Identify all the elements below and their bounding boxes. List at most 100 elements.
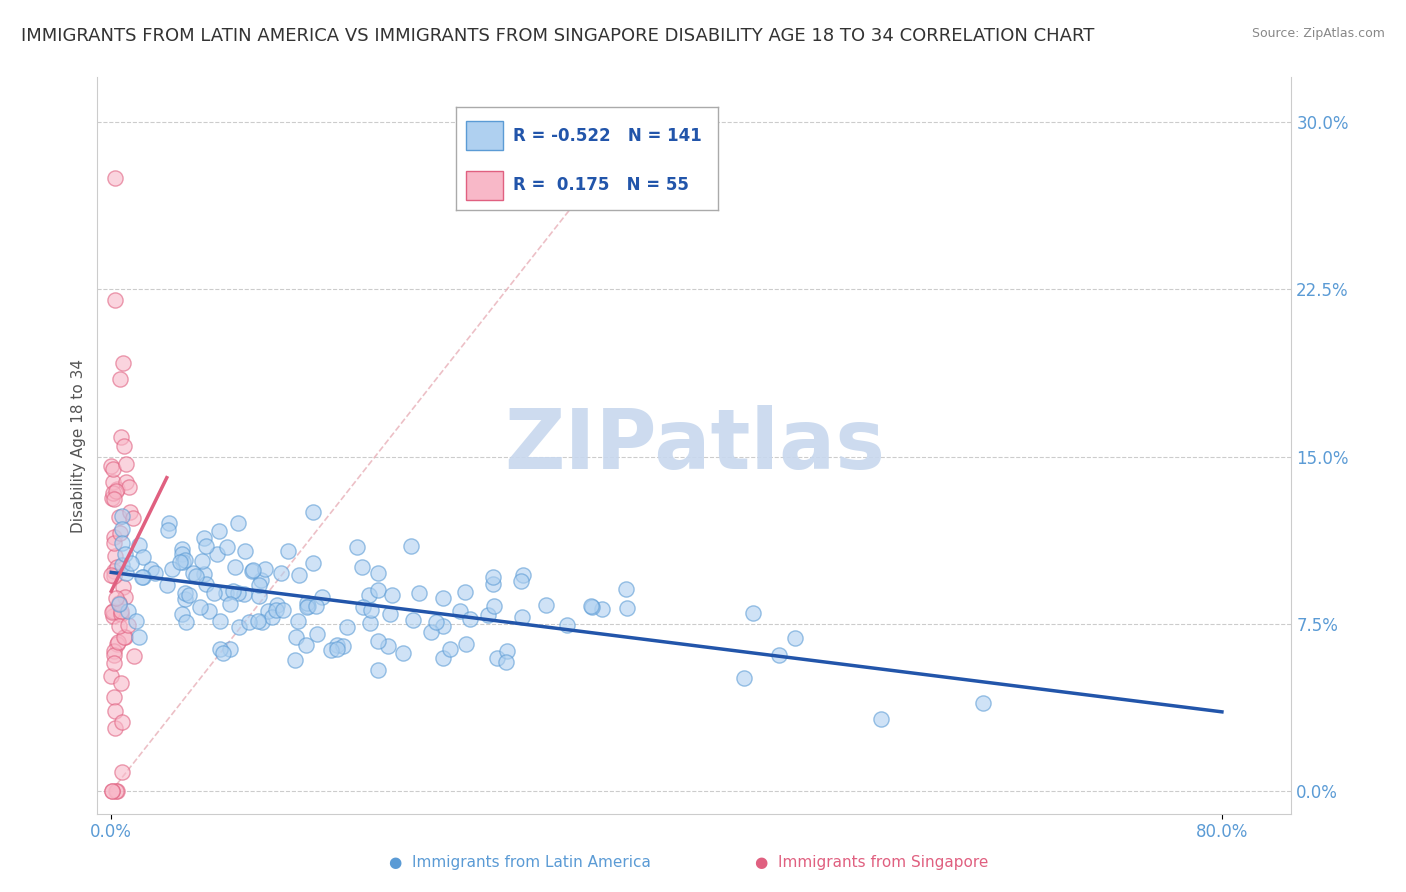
Point <box>174 615 197 630</box>
Point <box>870 712 893 726</box>
Point <box>104 721 127 735</box>
Point <box>115 457 138 471</box>
Point <box>510 609 533 624</box>
Point <box>101 475 124 490</box>
Point <box>733 672 755 686</box>
Point <box>103 657 125 671</box>
Point <box>118 480 141 494</box>
Point <box>319 643 342 657</box>
Point <box>108 510 131 524</box>
Point <box>247 578 270 592</box>
Point <box>110 604 132 618</box>
Point <box>297 597 319 611</box>
Point <box>215 586 238 600</box>
Point <box>131 570 153 584</box>
Point <box>100 458 122 473</box>
Point <box>509 574 531 588</box>
Point <box>108 597 131 611</box>
Point <box>301 505 323 519</box>
Point <box>173 591 195 606</box>
Point <box>277 543 299 558</box>
Point <box>112 630 135 644</box>
Point <box>378 607 401 621</box>
Point <box>101 784 124 798</box>
Point <box>112 438 135 452</box>
Point <box>198 603 221 617</box>
Point <box>170 547 193 561</box>
Point <box>111 558 134 573</box>
Point <box>246 615 269 629</box>
Point <box>581 599 603 613</box>
Point <box>107 596 129 610</box>
Point <box>226 516 249 531</box>
Point <box>117 603 139 617</box>
Point <box>114 548 136 562</box>
Point <box>207 547 229 561</box>
Text: Source: ZipAtlas.com: Source: ZipAtlas.com <box>1251 27 1385 40</box>
Point <box>453 585 475 599</box>
Point <box>145 566 167 580</box>
Point <box>103 608 125 623</box>
Point <box>191 554 214 568</box>
Point <box>346 540 368 554</box>
Point <box>181 566 204 580</box>
Point <box>271 603 294 617</box>
Point <box>250 615 273 629</box>
Point <box>204 586 226 600</box>
Point <box>169 555 191 569</box>
Point <box>377 639 399 653</box>
Point <box>103 461 125 475</box>
Text: ●  Immigrants from Singapore: ● Immigrants from Singapore <box>755 855 988 870</box>
Point <box>132 550 155 565</box>
Point <box>336 620 359 634</box>
Point <box>160 561 183 575</box>
Point <box>284 653 307 667</box>
Point <box>174 586 197 600</box>
Point <box>104 784 127 798</box>
Point <box>266 598 288 612</box>
Point <box>260 610 283 624</box>
Point <box>247 589 270 603</box>
Point <box>104 549 127 564</box>
Point <box>240 564 263 578</box>
Point <box>311 590 333 604</box>
Point <box>367 634 389 648</box>
Point <box>108 525 131 540</box>
Point <box>209 642 232 657</box>
Point <box>295 600 318 615</box>
Point <box>100 567 122 582</box>
Point <box>208 524 231 539</box>
Point <box>616 582 638 596</box>
Point <box>115 475 138 489</box>
Point <box>219 597 242 611</box>
Point <box>297 599 319 613</box>
Point <box>232 587 254 601</box>
Point <box>114 630 136 644</box>
Point <box>332 640 354 654</box>
Point <box>285 630 308 644</box>
Point <box>420 625 443 640</box>
Point <box>482 599 505 613</box>
Point <box>496 644 519 658</box>
Point <box>104 704 127 718</box>
Point <box>105 483 128 497</box>
Point <box>768 648 790 662</box>
Point <box>193 567 215 582</box>
Point <box>170 607 193 621</box>
Point <box>485 651 508 665</box>
Point <box>193 531 215 545</box>
Point <box>228 586 250 600</box>
Point <box>367 664 389 678</box>
Point <box>482 577 505 591</box>
Point <box>100 784 122 798</box>
Point <box>172 555 194 569</box>
Point <box>367 566 389 581</box>
Point <box>111 765 134 780</box>
Point <box>120 556 142 570</box>
Point <box>295 638 318 652</box>
Point <box>172 542 194 557</box>
Point <box>103 643 125 657</box>
Point <box>156 578 179 592</box>
Point <box>326 638 349 652</box>
Point <box>742 606 765 620</box>
